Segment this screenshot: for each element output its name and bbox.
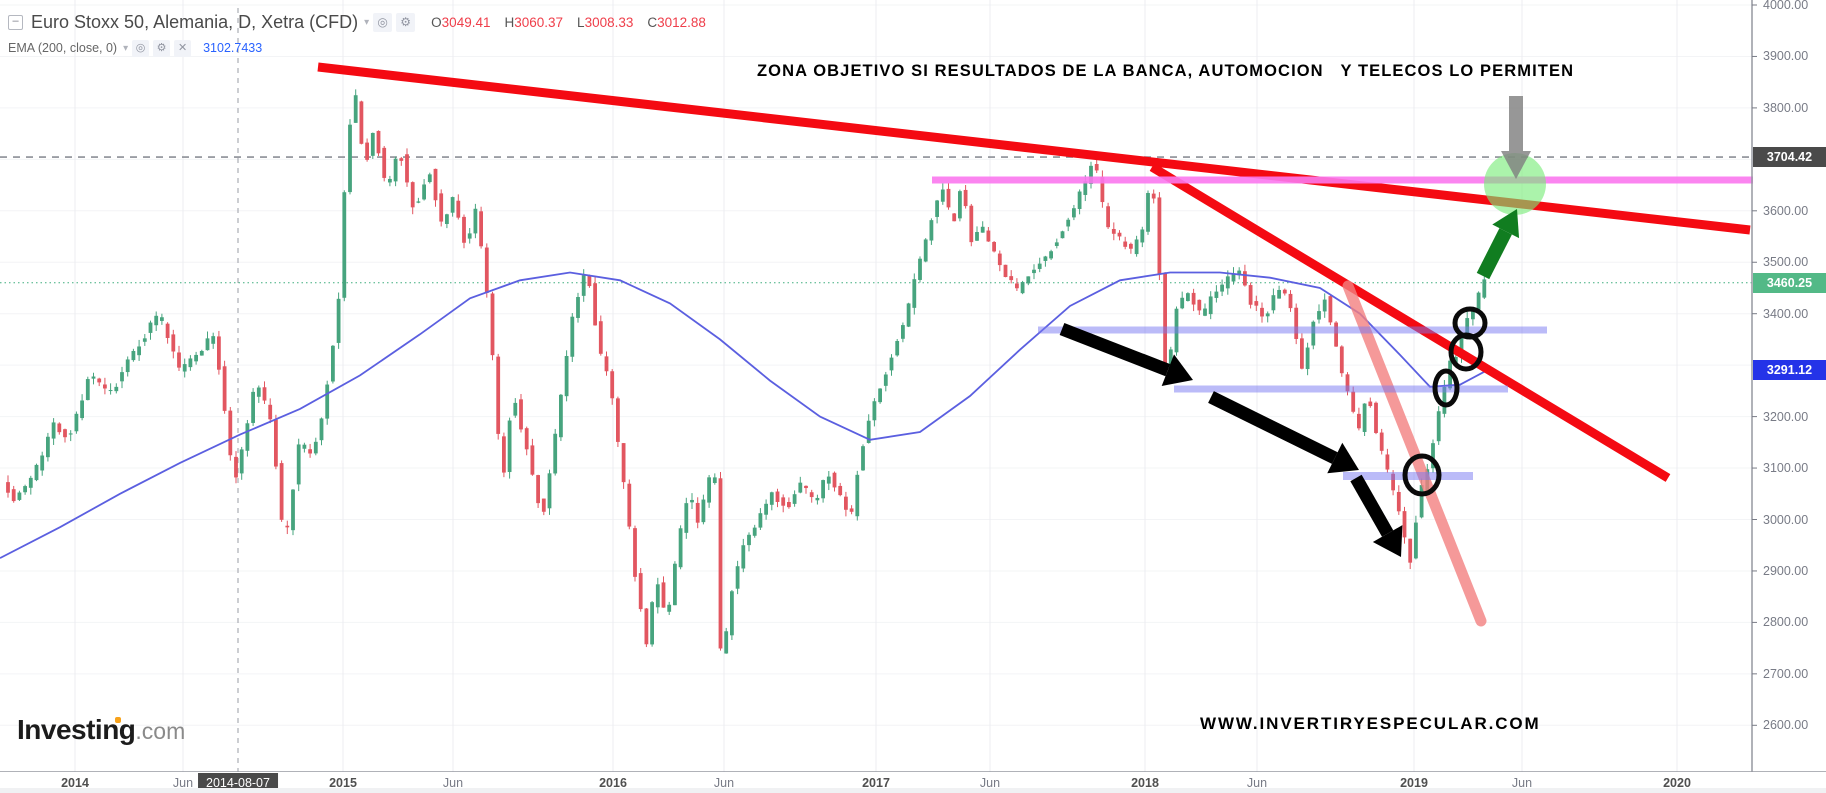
price-tick-label: 2600.00 [1763,718,1809,733]
close-label: C [647,14,658,30]
symbol-title[interactable]: Euro Stoxx 50, Alemania, D, Xetra (CFD) [31,11,359,32]
time-tick-label: 2019 [1400,776,1428,790]
support-band-1 [1038,326,1547,334]
support-bands[interactable] [1038,326,1547,481]
highlight-circle-3 [1432,368,1460,408]
pink-resistance-line[interactable] [932,176,1753,184]
visibility-icon[interactable]: ◎ [373,12,393,32]
price-axis[interactable]: 4000.00 3900.00 3800.00 3600.00 3500.00 3400.… [1753,0,1826,772]
gray-down-arrow[interactable] [1501,96,1531,179]
close-icon[interactable]: ✕ [174,39,192,57]
time-tick-label: Jun [442,776,464,790]
ema-200-line[interactable] [0,271,1488,559]
open-label: O [431,14,442,30]
price-tick-label: 3900.00 [1763,49,1809,64]
bottom-strip [0,788,1826,793]
highlight-circle-2 [1448,332,1484,372]
low-value: 3008.33 [584,14,634,30]
ema-value-badge: 3291.12 [1753,359,1826,380]
time-axis[interactable]: 2014 Jun 2015 Jun 2016 Jun 2017 Jun 2018 Jun 2019 J… [0,772,1826,793]
target-zone-annotation[interactable]: ZONA OBJETIVO SI RESULTADOS DE LA BANCA,… [757,62,1575,80]
time-tick-label: 2017 [862,776,890,790]
gear-icon[interactable]: ⚙ [153,39,171,57]
logo-orange-dot [115,717,121,723]
last-price-badge: 3460.25 [1753,272,1826,293]
visibility-icon[interactable]: ◎ [132,39,150,57]
time-tick-label: Jun [1246,776,1268,790]
highlight-circles[interactable] [1402,306,1488,497]
price-tick-label: 3500.00 [1763,255,1809,270]
time-tick-label: Jun [172,776,194,790]
gear-icon[interactable]: ⚙ [396,12,416,32]
price-tick-label: 3200.00 [1763,409,1809,424]
time-tick-label: 2016 [599,776,627,790]
ema-indicator-value: 3102.7433 [203,41,263,55]
annotation-arrows[interactable] [1059,96,1531,557]
ohlc-readout: O3049.41 H3060.37 L3008.33 C3012.88 [431,15,720,30]
ema-indicator-label[interactable]: EMA (200, close, 0) [8,41,118,55]
highlight-circle-4 [1402,453,1442,497]
close-value: 3012.88 [657,14,706,30]
price-tick-label: 2900.00 [1763,563,1809,578]
time-tick-label: Jun [1511,776,1533,790]
time-tick-label: 2018 [1131,776,1159,790]
price-tick-label: 2800.00 [1763,615,1809,630]
time-tick-label: 2015 [329,776,357,790]
investing-logo: Investing.com [17,714,185,746]
chart-header: – Euro Stoxx 50, Alemania, D, Xetra (CFD… [8,10,720,58]
high-label: H [504,14,515,30]
support-band-2 [1174,385,1508,393]
price-tick-label: 2700.00 [1763,666,1809,681]
price-tick-label: 3000.00 [1763,512,1809,527]
black-down-arrow-3[interactable] [1350,474,1403,557]
open-value: 3049.41 [441,14,491,30]
alert-price-badge[interactable]: 3704.42 [1753,147,1826,168]
salmon-trendline[interactable] [1342,280,1487,627]
green-up-arrow[interactable] [1476,209,1520,280]
black-down-arrow-1[interactable] [1059,322,1193,387]
logo-suffix-text: .com [135,718,186,744]
high-value: 3060.37 [514,14,564,30]
price-tick-label: 3100.00 [1763,461,1809,476]
website-annotation[interactable]: WWW.INVERTIRYESPECULAR.COM [1200,714,1541,733]
price-tick-label: 3600.00 [1763,203,1809,218]
time-tick-label: 2014 [61,776,89,790]
time-tick-label: Jun [713,776,735,790]
collapse-icon[interactable]: – [8,14,23,30]
low-label: L [577,14,585,30]
time-tick-label: Jun [979,776,1001,790]
price-tick-label: 3400.00 [1763,306,1809,321]
time-tick-label: 2020 [1663,776,1691,790]
price-tick-label: 4000.00 [1763,0,1809,12]
target-zone-circle[interactable] [1484,153,1546,215]
lower-red-trendline[interactable] [1149,163,1671,482]
chevron-down-icon[interactable]: ▾ [364,16,370,28]
candlestick-series [6,89,1487,654]
price-tick-label: 3800.00 [1763,100,1809,115]
black-down-arrow-2[interactable] [1208,391,1359,474]
chevron-down-icon[interactable]: ▾ [123,42,129,54]
support-band-3 [1343,472,1473,480]
